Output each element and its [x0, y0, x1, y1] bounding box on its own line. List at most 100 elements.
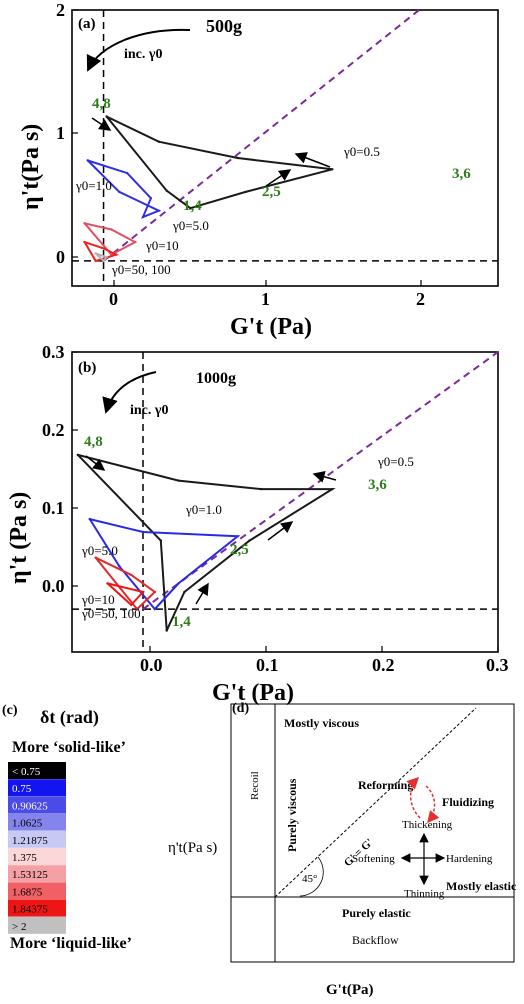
b-label-25: 2,5 — [230, 542, 249, 558]
series-point-4-3 — [94, 252, 97, 255]
series-point-2-4 — [83, 222, 86, 225]
series-point-0-8 — [76, 453, 80, 457]
legend-swatch-4 — [8, 830, 66, 848]
series-point-1-6 — [88, 517, 92, 521]
a-xtick-label-1: 1 — [261, 289, 270, 309]
a-amp-10: γ0=1.0 — [75, 178, 112, 193]
b-amp-100: γ0=10 — [81, 592, 115, 607]
a-inc-arrow — [86, 28, 191, 72]
equality-line — [142, 351, 499, 610]
a-inc-gamma: inc. γ0 — [124, 47, 162, 62]
b-xtick-label-1: 0.1 — [256, 655, 279, 675]
series-point-0-7 — [159, 539, 162, 542]
series-point-1-4 — [157, 209, 160, 212]
a-condition: 500g — [206, 16, 242, 36]
legend-swatch-0 — [8, 762, 66, 779]
a-amp-100: γ0=10 — [145, 238, 179, 253]
series-point-3-1 — [141, 590, 145, 594]
d-softening: Softening — [352, 853, 395, 865]
legend-label-3: 1.0625 — [12, 818, 43, 830]
b-amp-50: γ0=5.0 — [81, 543, 118, 558]
series-point-0-6 — [165, 629, 168, 632]
series-point-0-7 — [105, 115, 108, 118]
series-point-0-5 — [183, 590, 186, 594]
legend-swatch-7 — [8, 882, 66, 900]
b-arrow-2 — [267, 521, 294, 541]
series-point-4-2 — [102, 259, 105, 263]
b-label-14: 1,4 — [172, 614, 191, 630]
b-label-48: 4,8 — [84, 434, 103, 450]
legend-label-4: 1.21875 — [12, 835, 48, 847]
b-xtick-label-0: 0.0 — [140, 655, 163, 675]
b-xtick-label-3: 0.3 — [486, 655, 509, 675]
series-point-3-2 — [115, 253, 118, 256]
panel-a-plot — [72, 9, 498, 286]
series-point-1-3 — [141, 215, 145, 219]
b-inc-arrow — [102, 371, 157, 414]
b-panel-label: (b) — [78, 360, 96, 376]
b-ylabel: η't (Pa s) — [6, 492, 32, 584]
d-angle-arc — [299, 856, 324, 897]
panel-b: 0.0 0.1 0.2 0.3 0.0 0.1 0.2 0.3 G't (Pa)… — [6, 342, 509, 706]
series-point-0-2 — [236, 156, 239, 160]
b-condition: 1000g — [196, 370, 236, 387]
legend-label-5: 1.375 — [12, 852, 37, 864]
b-ytick-label-0: 0.0 — [42, 576, 65, 596]
series-point-4-1 — [105, 255, 108, 259]
d-diagonal — [274, 707, 477, 898]
series-point-0-6 — [165, 189, 168, 192]
series-point-0-3 — [331, 487, 334, 491]
legend-label-6: 1.53125 — [12, 869, 48, 881]
series-point-3-3 — [94, 259, 97, 263]
a-panel-label: (a) — [78, 16, 96, 32]
a-amp-50-100: γ0=50, 100 — [111, 262, 171, 277]
legend-swatch-2 — [8, 796, 66, 814]
a-label-14: 1,4 — [183, 198, 202, 214]
legend-label-8: 1.84375 — [12, 904, 48, 916]
series-point-1-3 — [177, 582, 180, 585]
panel-d-schematic: (d) 45° Mostly viscous Recoil Purely vis… — [168, 701, 517, 998]
series-point-2-3 — [135, 607, 139, 611]
d-panel-label: (d) — [232, 701, 249, 716]
b-amp-10: γ0=1.0 — [185, 502, 222, 517]
series-line-3 — [106, 582, 145, 607]
c-legend-bottom: More ‘liquid-like’ — [10, 935, 132, 952]
d-frame — [230, 703, 515, 963]
d-angle: 45° — [302, 873, 317, 885]
b-xlabel: G't (Pa) — [212, 680, 294, 706]
series-point-2-4 — [94, 556, 97, 559]
b-amp-50-100: γ0=50, 100 — [81, 606, 141, 621]
b-ytick-label-1: 0.1 — [42, 498, 65, 518]
d-purely-viscous: Purely viscous — [285, 778, 299, 852]
legend-label-7: 1.6875 — [12, 886, 43, 898]
legend-swatch-5 — [8, 848, 66, 865]
legend-swatch-9 — [8, 916, 66, 934]
a-arrow-1 — [294, 152, 331, 168]
a-label-25: 2,5 — [262, 184, 281, 200]
panel-c-legend: (c) δt (rad) More ‘solid-like’ < 0.75 0.7… — [2, 703, 132, 952]
a-ylabel: η't(Pa s) — [18, 124, 44, 210]
b-amp-05: γ0=0.5 — [377, 454, 414, 469]
legend-label-2: 0.90625 — [12, 800, 48, 812]
b-ytick-label-3: 0.3 — [42, 342, 65, 362]
b-arrow-4 — [85, 455, 106, 471]
a-arrow-3 — [91, 117, 112, 131]
legend-label-1: 0.75 — [12, 783, 32, 795]
a-label-36: 3,6 — [452, 166, 471, 182]
panel-a: 0 1 2 0 1 2 G't (Pa) η't(Pa s) (a) 500g … — [18, 0, 499, 340]
legend-label-9: > 2 — [12, 921, 26, 933]
d-purely-elastic: Purely elastic — [342, 906, 411, 920]
panel-a-frame — [71, 9, 499, 287]
series-point-3-1 — [102, 247, 105, 250]
series-point-1-2 — [236, 535, 239, 538]
d-backflow: Backflow — [352, 933, 399, 947]
series-point-1-1 — [141, 530, 145, 534]
legend-swatch-1 — [8, 779, 66, 797]
d-fluidizing-arrow — [425, 785, 440, 824]
series-line-4 — [95, 252, 109, 263]
a-ytick-label-1: 1 — [56, 123, 65, 143]
series-point-1-6 — [86, 159, 90, 162]
d-ylabel: η't(Pa s) — [168, 840, 217, 856]
b-arrow-1 — [312, 470, 337, 483]
